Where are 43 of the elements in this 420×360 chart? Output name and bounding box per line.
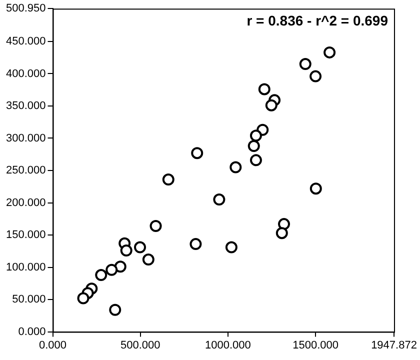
y-tick-label: 100.000 (6, 261, 46, 274)
y-tick-label: 500.950 (6, 2, 46, 15)
point (191, 147, 204, 160)
x-tick-label: 1947.872 (371, 339, 417, 352)
x-tick-label: 1000.000 (205, 339, 251, 352)
point (162, 174, 174, 186)
point (299, 58, 312, 70)
y-tick-label: 0.000 (18, 326, 46, 338)
point (225, 241, 238, 254)
point (310, 70, 322, 82)
point (150, 220, 162, 232)
point (95, 269, 108, 282)
x-tick-label: 1500.000 (292, 339, 338, 352)
y-tick-label: 200.000 (6, 196, 46, 209)
y-tick-label: 450.000 (6, 36, 46, 48)
y-tick-label: 400.000 (6, 68, 46, 80)
y-tick-label: 350.000 (6, 100, 46, 112)
point (276, 227, 288, 240)
point (77, 292, 90, 304)
point (190, 238, 202, 250)
y-tick-label: 50.000 (12, 294, 46, 306)
point (278, 218, 290, 230)
point (324, 46, 336, 58)
point (250, 154, 262, 166)
point (106, 264, 118, 276)
point (114, 260, 126, 273)
point (250, 130, 262, 142)
point (134, 241, 146, 254)
x-tick-label: 0.000 (38, 339, 67, 352)
x-tick-label: 500.000 (120, 339, 160, 352)
point (142, 254, 154, 266)
point (258, 83, 270, 96)
point (310, 182, 322, 195)
point (213, 194, 226, 206)
annotation: r = 0.836 - r^2 = 0.699 (246, 12, 388, 28)
point (120, 244, 132, 257)
point (230, 161, 242, 174)
y-tick-label: 300.000 (6, 132, 46, 144)
point (109, 304, 122, 316)
y-tick-label: 250.000 (6, 164, 46, 177)
point (265, 99, 278, 112)
y-tick-label: 150.000 (6, 229, 46, 242)
point (248, 140, 260, 152)
